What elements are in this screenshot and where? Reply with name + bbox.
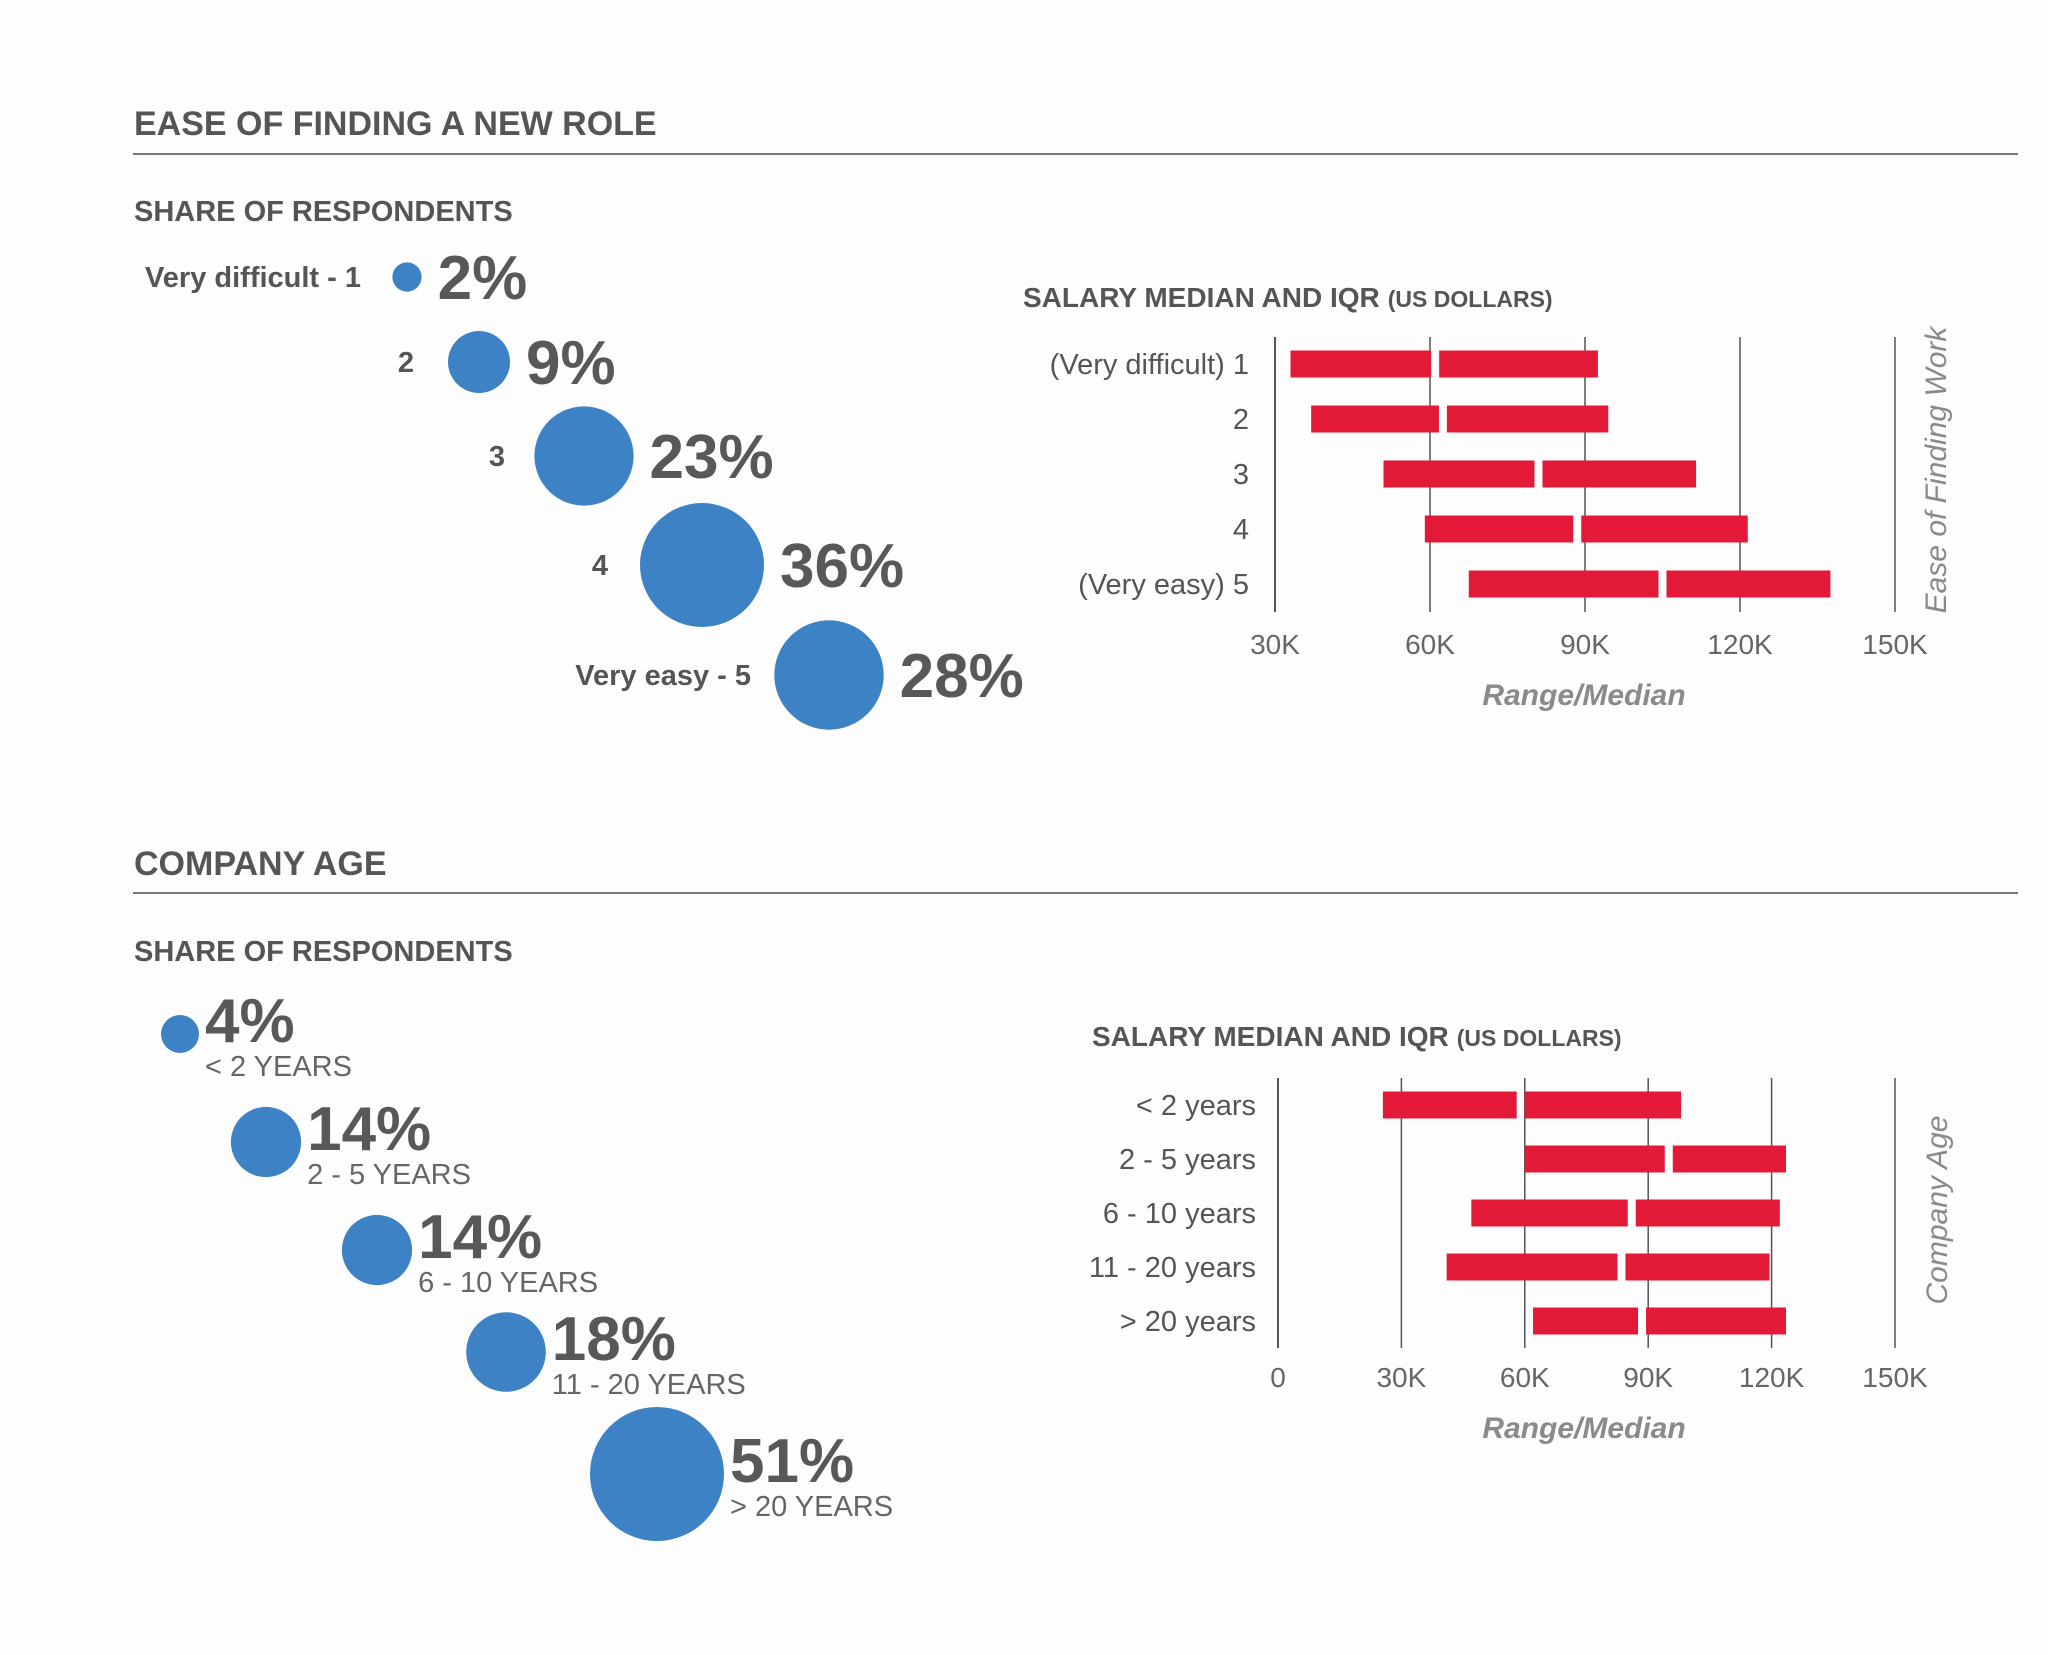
age-salary-bar-upper-iqr	[1646, 1307, 1786, 1335]
age-share-bubble	[466, 1312, 546, 1392]
ease-salary-heading-main: SALARY MEDIAN AND IQR	[1023, 282, 1380, 313]
ease-salary-category-label: 3	[1233, 459, 1249, 491]
ease-share-category-label: 4	[592, 550, 608, 582]
ease-salary-bar-lower-iqr	[1311, 405, 1439, 433]
age-salary-bar-upper-iqr	[1672, 1145, 1786, 1173]
ease-salary-heading: SALARY MEDIAN AND IQR (US DOLLARS)	[1023, 282, 1553, 313]
ease-salary-bar-upper-iqr	[1446, 405, 1609, 433]
age-salary-x-tick-label: 0	[1270, 1362, 1286, 1393]
ease-salary-bar-upper-iqr	[1666, 570, 1831, 598]
age-salary-side-label: Company Age	[1921, 1116, 1954, 1305]
age-salary-bar-upper-iqr	[1524, 1091, 1682, 1119]
ease-salary-bar-lower-iqr	[1290, 350, 1432, 378]
age-share-percent-label: 18%	[552, 1305, 676, 1374]
ease-salary-category-label: (Very difficult) 1	[1050, 349, 1249, 381]
ease-salary-bar-lower-iqr	[1468, 570, 1659, 598]
ease-share-percent-label: 2%	[438, 244, 528, 313]
age-section-heading: COMPANY AGE	[134, 845, 387, 883]
age-salary-heading: SALARY MEDIAN AND IQR (US DOLLARS)	[1092, 1021, 1622, 1052]
age-share-percent-label: 14%	[307, 1095, 431, 1164]
age-salary-heading-main: SALARY MEDIAN AND IQR	[1092, 1021, 1449, 1052]
age-share-category-label: > 20 YEARS	[730, 1491, 893, 1523]
ease-salary-bar-lower-iqr	[1383, 460, 1535, 488]
ease-share-bubble	[774, 620, 884, 730]
age-salary-category-label: 11 - 20 years	[1089, 1252, 1256, 1284]
ease-salary-x-tick-label: 90K	[1560, 629, 1610, 660]
age-salary-bar-lower-iqr	[1446, 1253, 1618, 1281]
ease-salary-x-tick-label: 30K	[1250, 629, 1300, 660]
ease-salary-side-label: Ease of Finding Work	[1920, 325, 1953, 614]
age-share-percent-label: 14%	[418, 1203, 542, 1272]
age-salary-x-tick-label: 90K	[1623, 1362, 1673, 1393]
age-share-category-label: 11 - 20 YEARS	[552, 1369, 746, 1401]
ease-share-category-label: 3	[489, 441, 505, 473]
age-share-percent-label: 4%	[205, 987, 295, 1056]
ease-salary-bar-upper-iqr	[1439, 350, 1598, 378]
age-salary-category-label: < 2 years	[1136, 1090, 1256, 1122]
age-salary-category-label: 2 - 5 years	[1119, 1144, 1256, 1176]
ease-salary-category-label: 4	[1233, 514, 1249, 546]
ease-salary-bar-lower-iqr	[1424, 515, 1574, 543]
age-share-category-label: 2 - 5 YEARS	[307, 1159, 471, 1191]
ease-share-percent-label: 23%	[650, 423, 774, 492]
age-salary-x-tick-label: 120K	[1739, 1362, 1805, 1393]
ease-salary-bar-upper-iqr	[1542, 460, 1697, 488]
age-salary-bar-lower-iqr	[1533, 1307, 1639, 1335]
age-share-percent-label: 51%	[730, 1427, 854, 1496]
ease-share-percent-label: 9%	[526, 329, 616, 398]
age-salary-x-tick-label: 60K	[1500, 1362, 1550, 1393]
age-share-category-label: 6 - 10 YEARS	[418, 1267, 598, 1299]
age-salary-bar-lower-iqr	[1471, 1199, 1628, 1227]
age-salary-x-tick-label: 30K	[1376, 1362, 1426, 1393]
ease-share-category-label: 2	[398, 347, 414, 379]
ease-share-bubble	[640, 503, 764, 627]
age-salary-xlabel: Range/Median	[1482, 1412, 1685, 1445]
age-share-bubble	[341, 1214, 413, 1286]
ease-share-category-label: Very easy - 5	[575, 660, 751, 692]
ease-section-heading: EASE OF FINDING A NEW ROLE	[134, 105, 657, 143]
ease-share-percent-label: 36%	[780, 532, 904, 601]
age-share-category-label: < 2 YEARS	[205, 1051, 352, 1083]
ease-salary-bar-upper-iqr	[1581, 515, 1748, 543]
ease-share-bubble	[392, 262, 422, 292]
ease-share-percent-label: 28%	[900, 642, 1024, 711]
age-salary-category-label: > 20 years	[1120, 1306, 1256, 1338]
age-salary-bar-upper-iqr	[1635, 1199, 1780, 1227]
age-share-bubble	[161, 1015, 199, 1053]
ease-salary-x-tick-label: 60K	[1405, 629, 1455, 660]
age-share-bubble	[590, 1407, 724, 1541]
ease-salary-category-label: (Very easy) 5	[1078, 569, 1249, 601]
age-salary-heading-unit: (US DOLLARS)	[1457, 1025, 1622, 1051]
ease-salary-heading-unit: (US DOLLARS)	[1388, 286, 1553, 312]
ease-share-category-label: Very difficult - 1	[145, 262, 361, 294]
ease-salary-x-tick-label: 150K	[1862, 629, 1928, 660]
ease-share-bubble	[534, 406, 634, 506]
ease-salary-x-tick-label: 120K	[1707, 629, 1773, 660]
age-salary-bar-lower-iqr	[1382, 1091, 1517, 1119]
age-salary-x-tick-label: 150K	[1862, 1362, 1928, 1393]
ease-share-heading: SHARE OF RESPONDENTS	[134, 196, 513, 228]
age-salary-bar-upper-iqr	[1625, 1253, 1770, 1281]
age-share-heading: SHARE OF RESPONDENTS	[134, 936, 513, 968]
ease-salary-category-label: 2	[1233, 404, 1249, 436]
age-salary-bar-lower-iqr	[1524, 1145, 1665, 1173]
age-salary-category-label: 6 - 10 years	[1103, 1198, 1256, 1230]
age-share-bubble	[230, 1106, 302, 1178]
ease-salary-xlabel: Range/Median	[1482, 679, 1685, 712]
ease-share-bubble	[448, 331, 510, 393]
chart-marks: Very difficult - 1 2% 2 9% 3 23% 4 36% Very easy…	[145, 244, 1928, 1541]
